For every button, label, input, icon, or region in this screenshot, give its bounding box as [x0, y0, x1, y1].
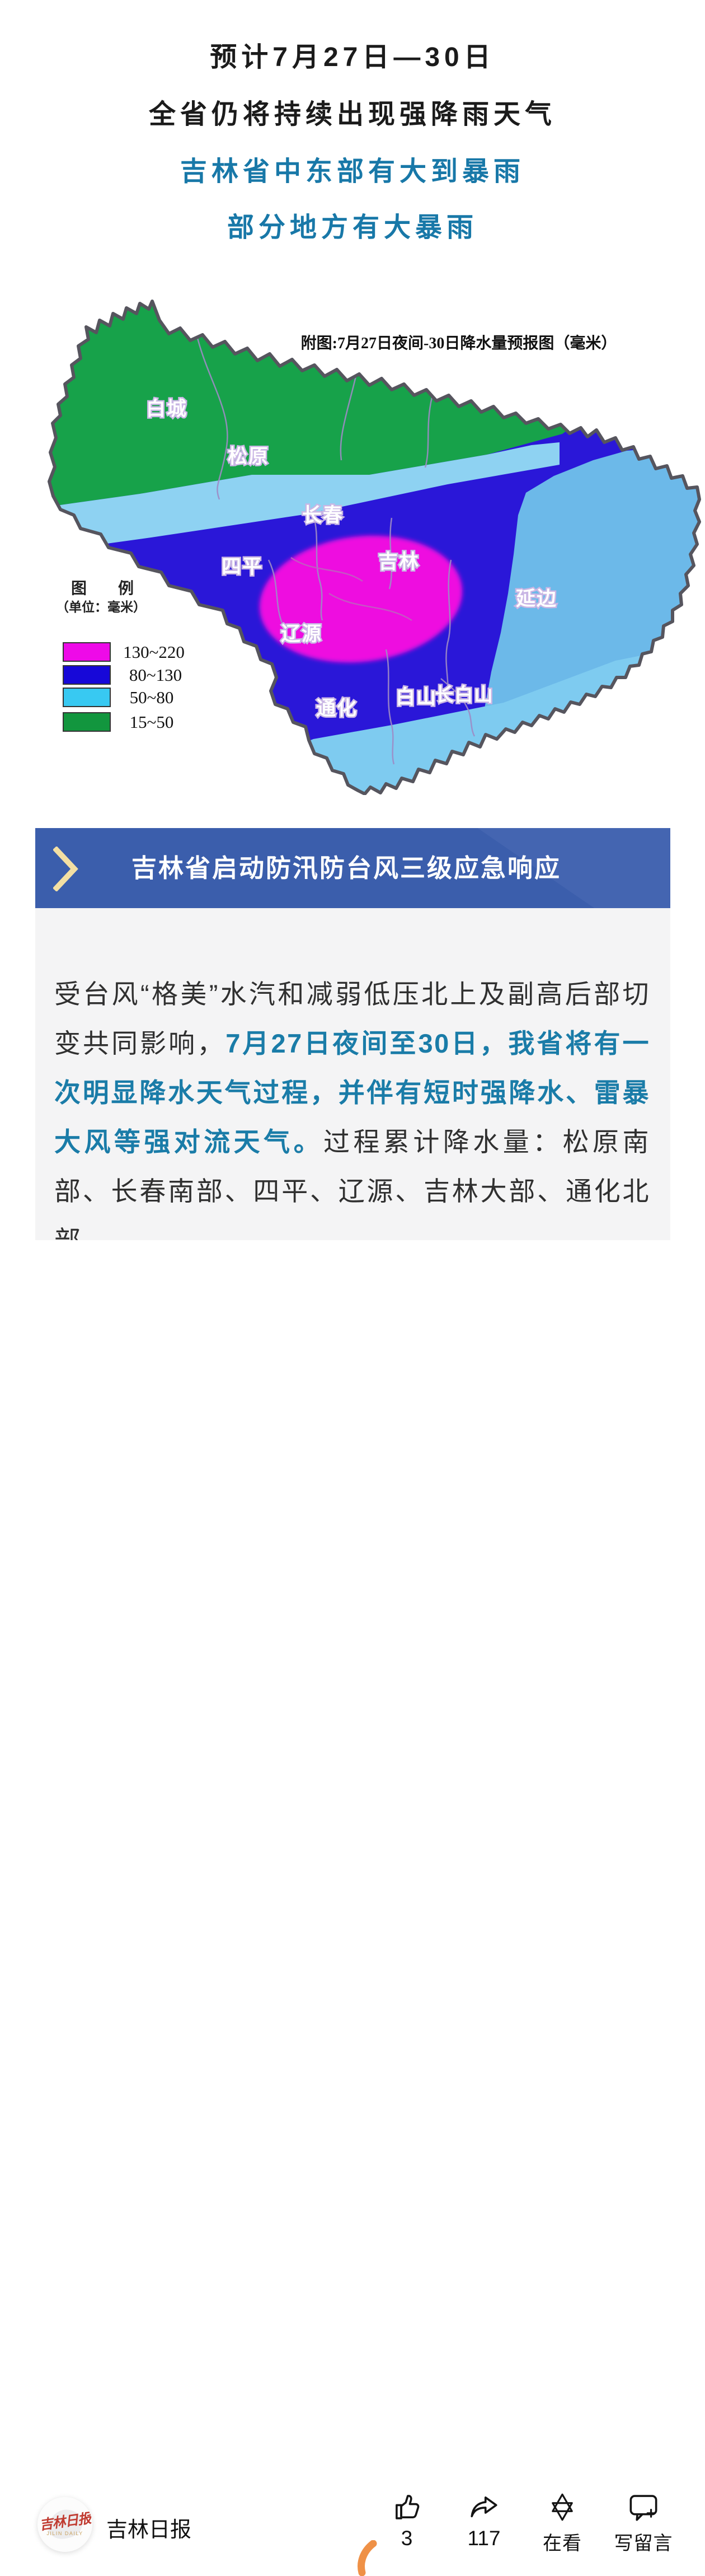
- wow-label: 在看: [543, 2533, 582, 2554]
- district-border: [312, 515, 323, 621]
- district-border: [340, 376, 357, 461]
- region-label-changbaishan: 长白山: [435, 684, 494, 705]
- legend-label-130-220: 130~220: [123, 642, 185, 662]
- region-label-songyuan: 松原: [228, 446, 269, 467]
- map-band-50-80: [49, 442, 560, 560]
- orange-stroke-mark: [358, 2540, 377, 2576]
- district-border: [267, 559, 284, 625]
- region-label-jilin: 吉林: [378, 551, 420, 573]
- district-border: [290, 557, 363, 582]
- comment-button[interactable]: 写留言: [610, 2491, 677, 2555]
- footer-bar: 吉林日报 JILIN DAILY 吉林日报 3 117 在看 写留言: [0, 1240, 705, 2576]
- region-label-tonghua: 通化: [316, 698, 358, 719]
- article-block: 受台风“格美”水汽和减弱低压北上及副高后部切变共同影响，7月27日夜间至30日，…: [35, 908, 670, 1240]
- share-count: 117: [467, 2527, 501, 2550]
- account-name[interactable]: 吉林日报: [106, 2518, 192, 2542]
- banner-title: 吉林省启动防汛防台风三级应急响应: [131, 854, 562, 882]
- region-label-liaoyuan: 辽源: [281, 623, 322, 645]
- chevron-right-icon: [53, 847, 78, 891]
- legend-swatch-15-50: [63, 712, 111, 732]
- district-border: [388, 517, 393, 590]
- region-label-baishan: 白山: [396, 686, 437, 708]
- legend-label-80-130: 80~130: [129, 665, 182, 685]
- district-border: [196, 335, 228, 500]
- district-border: [328, 592, 412, 621]
- district-border: [440, 678, 476, 737]
- like-count: 3: [401, 2527, 413, 2550]
- legend-label-50-80: 50~80: [130, 688, 174, 707]
- comment-label: 写留言: [614, 2533, 673, 2554]
- legend-unit: （单位：毫米）: [56, 600, 146, 614]
- article-paragraph: 受台风“格美”水汽和减弱低压北上及副高后部切变共同影响，7月27日夜间至30日，…: [35, 908, 670, 1240]
- district-border: [385, 649, 395, 765]
- map-legend: 图 例 （单位：毫米） 130~220 80~130 50~80 15~50: [56, 579, 185, 732]
- wow-star-icon: [552, 2493, 573, 2521]
- headline-line2: 全省仍将持续出现强降雨天气: [148, 100, 556, 129]
- map-title: 附图:7月27日夜间-30日降水量预报图（毫米）: [301, 334, 617, 352]
- district-border: [445, 559, 452, 702]
- share-arrow-icon: [471, 2496, 497, 2518]
- logo-subtitle: JILIN DAILY: [46, 2531, 83, 2536]
- region-label-siping: 四平: [222, 556, 263, 578]
- headline-line4: 部分地方有大暴雨: [227, 213, 478, 242]
- province-outline: [48, 300, 701, 796]
- wow-button[interactable]: 在看: [529, 2491, 596, 2555]
- legend-swatch-50-80: [63, 688, 111, 707]
- region-label-changchun: 长春: [302, 504, 344, 526]
- section-banner: 吉林省启动防汛防台风三级应急响应: [35, 828, 670, 908]
- comment-bubble-icon: [629, 2495, 657, 2521]
- article-seg-normal-2: 过程累计降水量：松原南部、长春南部、四平、辽源、吉林大部、通化北部、: [54, 1127, 651, 1240]
- article-seg-emphasis: 7月27日夜间至30日，我省将有一次明显降水天气过程，并伴有短时强降水、雷暴大风…: [54, 1028, 651, 1157]
- precipitation-map: 附图:7月27日夜间-30日降水量预报图（毫米） 白城 松原 长春 四平 吉林 …: [0, 202, 705, 796]
- district-border: [424, 397, 433, 468]
- region-label-yanbian: 延边: [516, 588, 557, 610]
- article-seg-normal-1: 受台风“格美”水汽和减弱低压北上及副高后部切变共同影响，: [54, 979, 650, 1058]
- headline-line1: 预计7月27日—30日: [210, 43, 495, 72]
- legend-swatch-130-220: [63, 642, 111, 662]
- thumbs-up-icon: [396, 2495, 420, 2519]
- legend-swatch-80-130: [63, 665, 111, 685]
- region-label-baicheng: 白城: [146, 398, 187, 420]
- legend-label-15-50: 15~50: [130, 712, 174, 732]
- like-button[interactable]: 3: [373, 2491, 440, 2550]
- share-button[interactable]: 117: [450, 2491, 518, 2550]
- headline-line3: 吉林省中东部有大到暴雨: [180, 157, 525, 186]
- jilin-map-svg: 附图:7月27日夜间-30日降水量预报图（毫米） 白城 松原 长春 四平 吉林 …: [48, 300, 701, 796]
- account-avatar[interactable]: 吉林日报 JILIN DAILY: [37, 2497, 92, 2552]
- legend-title: 图 例: [71, 579, 134, 597]
- map-band-130-220: [259, 535, 463, 663]
